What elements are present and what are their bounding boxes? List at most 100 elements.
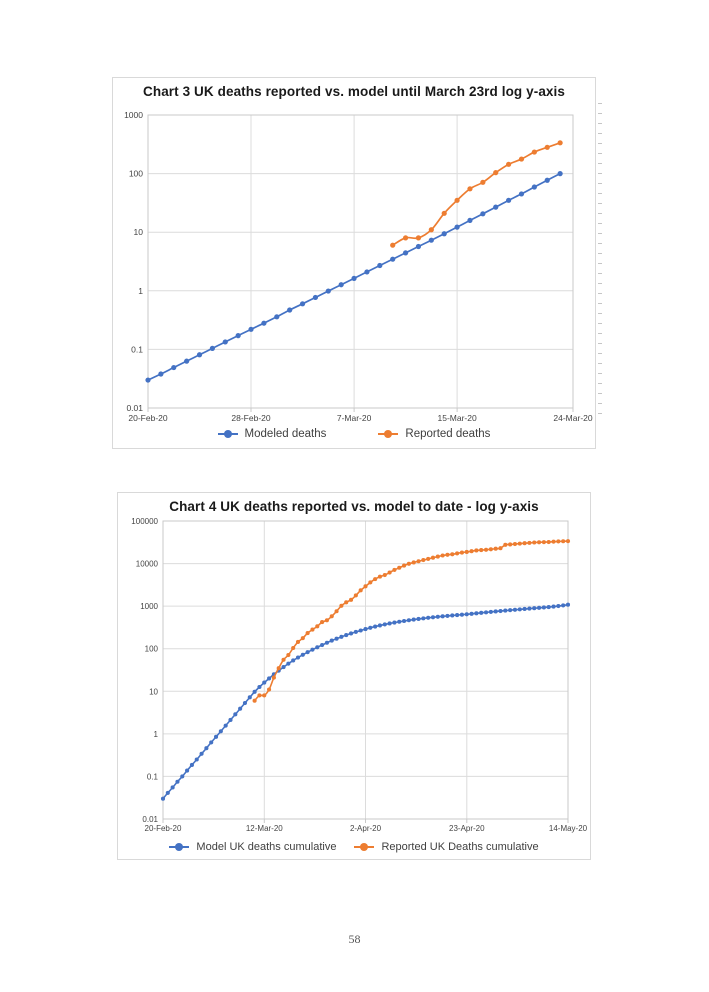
data-point-marker — [145, 377, 151, 383]
data-point-marker — [493, 204, 499, 210]
data-point-marker — [556, 539, 561, 544]
data-point-marker — [377, 623, 383, 628]
data-point-marker — [455, 613, 460, 618]
data-point-marker — [421, 616, 426, 621]
y-axis-tick-label: 1000 — [124, 110, 143, 120]
data-point-marker — [459, 612, 464, 617]
y-axis-tick-label: 0.01 — [126, 403, 143, 413]
legend-item-reported-cumulative: Reported UK Deaths cumulative — [354, 841, 539, 853]
data-point-marker — [493, 609, 498, 614]
series-line — [391, 141, 561, 247]
data-point-marker — [416, 616, 421, 622]
data-point-marker — [512, 607, 518, 612]
y-axis-tick-label: 10000 — [136, 560, 159, 569]
data-point-marker — [194, 757, 199, 762]
data-point-marker — [544, 177, 550, 183]
data-point-marker — [222, 339, 228, 345]
data-point-marker — [160, 796, 166, 801]
data-point-marker — [209, 740, 214, 745]
data-point-marker — [464, 549, 469, 555]
data-point-marker — [430, 555, 436, 560]
data-point-marker — [363, 627, 368, 632]
data-point-marker — [262, 693, 267, 698]
data-point-marker — [469, 549, 474, 554]
data-point-marker — [532, 540, 537, 545]
data-point-marker — [248, 326, 254, 332]
data-point-marker — [300, 652, 305, 657]
data-point-marker — [506, 197, 512, 203]
data-point-marker — [402, 618, 407, 624]
data-point-marker — [171, 364, 177, 371]
data-point-marker — [334, 609, 339, 614]
data-point-marker — [503, 608, 508, 613]
data-point-marker — [281, 657, 286, 662]
data-point-marker — [310, 647, 315, 652]
data-point-marker — [480, 179, 486, 185]
data-point-marker — [518, 156, 525, 162]
data-point-marker — [233, 712, 238, 717]
data-point-marker — [180, 774, 185, 779]
data-point-marker — [276, 666, 281, 671]
data-point-marker — [411, 560, 416, 565]
y-axis-tick-label: 1000 — [140, 602, 158, 611]
data-point-marker — [238, 706, 243, 711]
data-point-marker — [351, 275, 357, 281]
data-point-marker — [464, 612, 469, 617]
data-point-marker — [551, 604, 556, 609]
legend-item-modeled-deaths: Modeled deaths — [217, 428, 327, 440]
data-point-marker — [435, 614, 440, 619]
data-point-marker — [518, 191, 525, 197]
data-point-marker — [527, 606, 532, 611]
data-point-marker — [175, 779, 180, 784]
data-point-marker — [312, 294, 319, 301]
data-point-marker — [390, 242, 396, 248]
reported-deaths-marker-icon — [378, 430, 399, 439]
data-point-marker — [358, 628, 363, 633]
data-point-marker — [291, 645, 296, 651]
data-point-marker — [267, 676, 272, 681]
data-point-marker — [377, 574, 383, 579]
data-point-marker — [441, 231, 447, 237]
data-point-marker — [247, 695, 252, 700]
data-point-marker — [257, 693, 262, 698]
data-point-marker — [291, 658, 296, 663]
data-point-marker — [557, 140, 563, 146]
x-axis-tick-label: 15-Mar-20 — [437, 413, 476, 423]
data-point-marker — [334, 636, 339, 641]
data-point-marker — [512, 542, 518, 547]
data-point-marker — [441, 210, 447, 216]
y-axis-tick-label: 100 — [129, 169, 143, 179]
data-point-marker — [274, 314, 280, 320]
chart4-frame: Chart 4 UK deaths reported vs. model to … — [117, 492, 591, 860]
data-point-marker — [348, 631, 354, 636]
data-point-marker — [416, 559, 421, 564]
data-point-marker — [281, 665, 286, 670]
data-point-marker — [325, 288, 331, 294]
data-point-marker — [435, 554, 440, 559]
x-axis-tick-label: 20-Feb-20 — [128, 413, 167, 423]
data-point-marker — [428, 227, 434, 233]
data-point-marker — [467, 217, 473, 223]
x-axis-tick-label: 23-Apr-20 — [449, 824, 485, 833]
data-point-marker — [493, 546, 498, 551]
data-point-marker — [344, 600, 349, 605]
data-point-marker — [189, 762, 194, 768]
legend-label: Reported UK Deaths cumulative — [381, 841, 539, 853]
data-point-marker — [228, 717, 233, 723]
data-point-marker — [286, 653, 291, 658]
data-point-marker — [561, 603, 566, 608]
legend-label: Modeled deaths — [244, 428, 327, 440]
data-point-marker — [387, 621, 392, 626]
data-point-marker — [483, 610, 489, 615]
data-point-marker — [252, 689, 257, 694]
data-point-marker — [541, 605, 546, 610]
data-point-marker — [474, 611, 479, 616]
page-number: 58 — [348, 932, 361, 946]
chart3-legend: Modeled deaths Reported deaths — [113, 428, 595, 440]
data-point-marker — [454, 224, 460, 230]
data-point-marker — [271, 675, 276, 680]
data-point-marker — [204, 746, 209, 751]
data-point-marker — [546, 605, 551, 610]
data-point-marker — [479, 610, 484, 615]
